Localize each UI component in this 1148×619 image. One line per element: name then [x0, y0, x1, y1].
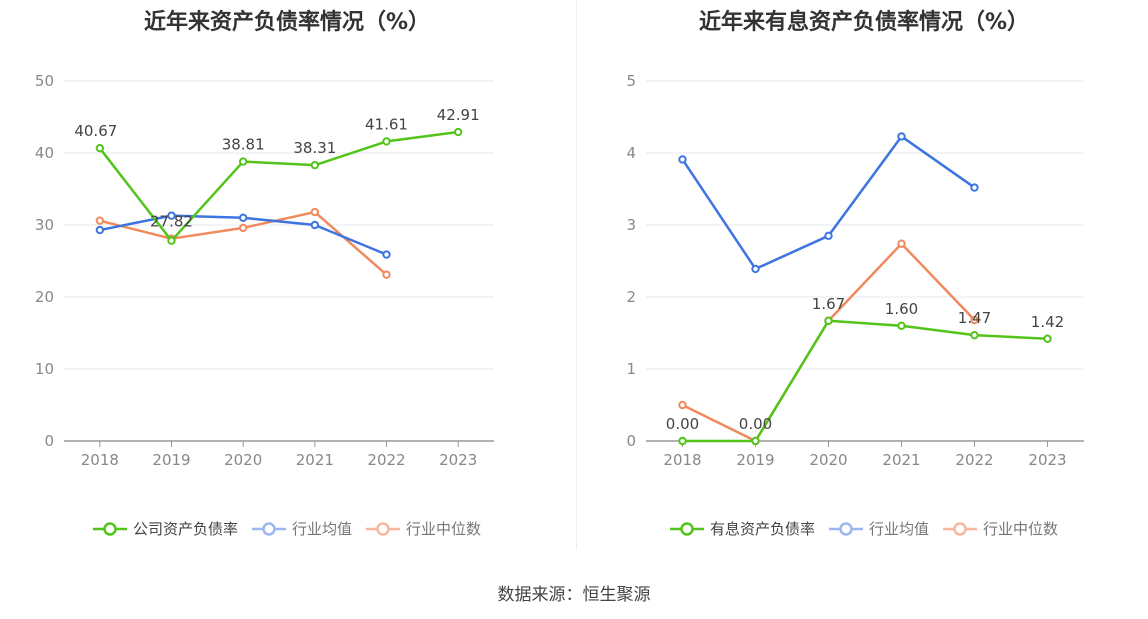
legend-label: 有息资产负债率 — [709, 520, 815, 538]
y-tick-label: 0 — [626, 432, 636, 450]
x-tick-label: 2018 — [663, 451, 701, 469]
legend-marker-industry-median — [366, 521, 400, 536]
data-point — [970, 315, 979, 325]
legend-marker-industry-median — [943, 521, 977, 536]
x-tick-label: 2020 — [224, 451, 262, 469]
data-point — [678, 436, 687, 446]
y-tick-label: 5 — [626, 72, 636, 90]
data-label: 38.81 — [222, 136, 265, 154]
y-tick-label: 0 — [44, 432, 54, 450]
data-point — [238, 213, 248, 223]
data-point — [751, 264, 760, 274]
data-point — [897, 239, 906, 248]
legend-item-industry-median[interactable]: 行业中位数 — [366, 518, 481, 539]
data-label: 1.60 — [885, 300, 918, 318]
x-tick-label: 2023 — [439, 451, 477, 469]
y-tick-label: 20 — [35, 288, 54, 306]
data-source-note: 数据来源：恒生聚源 — [497, 585, 651, 605]
data-point — [678, 400, 687, 410]
data-point — [824, 231, 833, 241]
legend-marker-industry-avg — [828, 521, 863, 536]
data-point — [970, 183, 979, 192]
legend-label: 行业中位数 — [406, 520, 482, 538]
y-tick-label: 30 — [35, 216, 54, 234]
chart-title: 近年来有息资产负债率情况（%） — [698, 10, 1030, 35]
data-point — [310, 160, 320, 170]
data-point — [382, 250, 391, 259]
legend-label: 行业中位数 — [983, 520, 1059, 538]
x-tick-label: 2019 — [736, 451, 774, 469]
x-tick-label: 2021 — [882, 451, 920, 469]
y-tick-label: 10 — [35, 360, 54, 378]
data-point — [382, 270, 391, 279]
y-tick-label: 3 — [626, 216, 636, 234]
data-label: 41.61 — [365, 115, 408, 133]
data-point — [95, 216, 105, 225]
legend-marker-company — [92, 521, 127, 536]
legend-item-industry-avg[interactable]: 行业均值 — [251, 518, 352, 539]
panel-divider — [576, 0, 577, 550]
series-line — [681, 135, 976, 271]
data-point — [167, 211, 176, 220]
data-point — [310, 220, 320, 230]
y-tick-label: 4 — [626, 144, 636, 162]
data-point — [897, 132, 906, 141]
x-tick-label: 2018 — [81, 451, 119, 469]
chart-legend: 公司资产负债率 行业均值 行业中位数 — [0, 518, 574, 539]
legend-label: 公司资产负债率 — [132, 520, 238, 538]
y-tick-label: 1 — [626, 360, 636, 378]
series-line — [681, 242, 976, 443]
data-label: 0.00 — [739, 415, 772, 433]
chart-debt-ratio: 近年来资产负债率情况（%） 0 10 20 30 40 50 2018 2019 2020 202… — [0, 0, 574, 560]
x-tick-label: 2021 — [296, 451, 334, 469]
data-point — [453, 127, 463, 137]
series-line — [98, 130, 459, 242]
chart-plot-area: 0 1 2 3 4 5 2018 2019 2020 2021 2022 2023 0.00 0.00 1.… — [626, 72, 1084, 469]
x-tick-label: 2019 — [152, 451, 190, 469]
legend-item-company[interactable]: 公司资产负债率 — [92, 518, 238, 539]
data-point — [970, 330, 979, 340]
data-point — [238, 157, 248, 166]
data-point — [751, 436, 760, 446]
legend-item-company[interactable]: 有息资产负债率 — [669, 518, 815, 539]
x-tick-label: 2020 — [809, 451, 847, 469]
chart-title: 近年来资产负债率情况（%） — [143, 10, 431, 35]
data-label: 42.91 — [437, 106, 480, 124]
y-tick-label: 40 — [35, 144, 54, 162]
x-tick-label: 2022 — [367, 451, 405, 469]
data-point — [897, 321, 906, 330]
data-label: 1.42 — [1031, 313, 1064, 331]
series-line — [682, 319, 1048, 443]
data-label: 27.82 — [150, 213, 193, 231]
legend-label: 行业均值 — [868, 520, 929, 538]
legend-item-industry-median[interactable]: 行业中位数 — [943, 518, 1058, 539]
legend-item-industry-avg[interactable]: 行业均值 — [828, 518, 929, 539]
data-label: 0.00 — [666, 415, 699, 433]
y-tick-label: 50 — [35, 72, 54, 90]
chart-legend: 有息资产负债率 行业均值 行业中位数 — [577, 518, 1148, 539]
data-label: 1.67 — [812, 295, 845, 313]
data-point — [678, 155, 687, 164]
data-point — [382, 137, 391, 146]
legend-label: 行业均值 — [291, 520, 352, 538]
data-point — [1043, 334, 1052, 343]
x-tick-label: 2023 — [1028, 451, 1066, 469]
data-label: 40.67 — [74, 122, 117, 140]
data-point — [310, 207, 320, 217]
data-label: 38.31 — [293, 139, 336, 157]
data-point — [167, 236, 176, 245]
x-tick-label: 2022 — [955, 451, 993, 469]
data-point — [95, 225, 105, 235]
data-point — [95, 143, 105, 153]
chart-interest-debt-ratio: 近年来有息资产负债率情况（%） 0 1 2 3 4 5 2018 2019 2020 2021 20… — [577, 0, 1148, 560]
data-point — [238, 223, 248, 233]
legend-marker-industry-avg — [251, 521, 286, 536]
data-label: 1.47 — [958, 309, 991, 327]
chart-plot-area: 0 10 20 30 40 50 2018 2019 2020 2021 2022 2023 40.67… — [35, 72, 494, 469]
legend-marker-company — [669, 521, 704, 536]
data-point — [824, 316, 833, 325]
y-tick-label: 2 — [626, 288, 636, 306]
